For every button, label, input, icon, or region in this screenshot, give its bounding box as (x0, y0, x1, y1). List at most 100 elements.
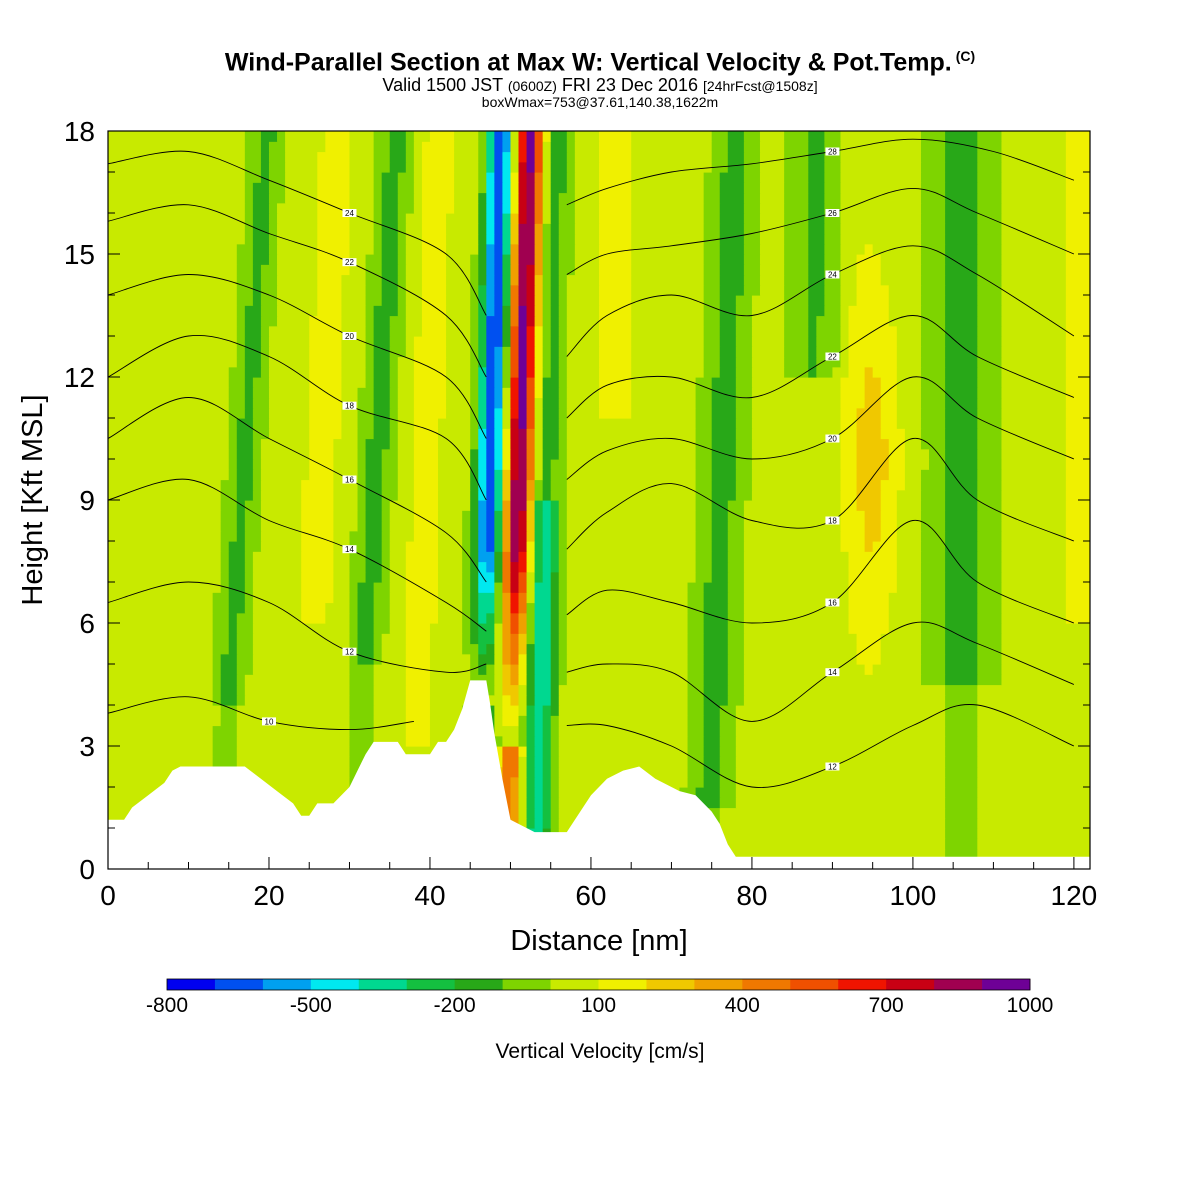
velocity-cell (494, 469, 504, 481)
velocity-cell (550, 213, 560, 224)
velocity-cell (470, 315, 479, 327)
velocity-cell (840, 182, 922, 194)
velocity-cell (526, 295, 536, 306)
velocity-cell (550, 161, 568, 173)
velocity-cell (599, 161, 632, 173)
velocity-cell (566, 438, 697, 450)
velocity-cell (526, 479, 536, 491)
velocity-cell (880, 397, 898, 409)
velocity-cell (977, 448, 1003, 460)
x-tick-label: 0 (100, 880, 116, 911)
velocity-cell (1001, 295, 1067, 306)
velocity-cell (558, 356, 568, 368)
velocity-cell (816, 346, 842, 358)
velocity-cell (719, 838, 946, 850)
velocity-cell (462, 592, 471, 604)
isentrope (566, 520, 1075, 624)
velocity-cell (687, 746, 705, 757)
velocity-cell (880, 489, 898, 501)
colorbar-swatch (742, 979, 791, 990)
velocity-cell (502, 776, 512, 788)
velocity-cell (510, 336, 520, 347)
velocity-cell (502, 459, 512, 470)
velocity-cell (808, 264, 825, 276)
title-mark: (C) (955, 48, 976, 64)
velocity-cell (824, 161, 842, 173)
velocity-cell (566, 530, 697, 542)
velocity-cell (550, 530, 560, 542)
velocity-cell (494, 182, 504, 194)
velocity-cell (478, 418, 487, 429)
velocity-cell (631, 407, 697, 419)
velocity-cell (325, 602, 351, 614)
y-tick-label: 18 (64, 116, 95, 147)
velocity-cell (108, 664, 214, 675)
velocity-cell (510, 366, 520, 378)
velocity-cell (301, 571, 334, 583)
velocity-cell (478, 264, 487, 276)
velocity-cell (977, 776, 1090, 788)
velocity-cell (719, 715, 737, 727)
velocity-cell (574, 213, 600, 224)
velocity-cell (502, 479, 512, 491)
velocity-cell (518, 141, 528, 153)
velocity-cell (486, 161, 495, 173)
velocity-cell (1001, 612, 1067, 624)
velocity-cell (977, 756, 1090, 768)
velocity-cell (695, 448, 713, 460)
velocity-cell (687, 766, 705, 778)
velocity-cell (502, 541, 512, 552)
velocity-cell (373, 653, 383, 665)
velocity-cell (486, 418, 495, 429)
velocity-cell (558, 592, 568, 604)
velocity-cell (759, 274, 785, 286)
velocity-cell (518, 192, 528, 204)
velocity-cell (558, 295, 568, 306)
velocity-cell (977, 325, 1003, 337)
velocity-cell (526, 172, 536, 183)
velocity-cell (840, 233, 922, 245)
velocity-cell (405, 623, 431, 634)
velocity-cell (856, 459, 890, 470)
velocity-cell (534, 161, 544, 173)
velocity-cell (405, 213, 423, 224)
velocity-cell (599, 366, 632, 378)
velocity-cell (486, 428, 495, 440)
velocity-cell (558, 223, 576, 235)
velocity-cell (534, 254, 544, 265)
velocity-cell (438, 438, 471, 450)
velocity-cell (438, 510, 463, 522)
velocity-cell (977, 541, 1003, 552)
isentrope (108, 150, 487, 316)
velocity-cell (856, 418, 882, 429)
velocity-cell (381, 213, 399, 224)
colorbar-swatch (406, 979, 456, 990)
velocity-cell (333, 571, 351, 583)
velocity-cell (808, 315, 817, 327)
isentrope-label: 12 (828, 763, 837, 772)
velocity-cell (977, 602, 1003, 614)
velocity-cell (341, 325, 367, 337)
velocity-cell (888, 459, 906, 470)
velocity-cell (631, 366, 705, 378)
colorbar-swatch (982, 979, 1031, 990)
velocity-cell (510, 346, 520, 358)
velocity-cell (550, 315, 560, 327)
velocity-cell (977, 787, 1090, 798)
velocity-cell (1001, 469, 1067, 481)
velocity-cell (349, 623, 359, 634)
velocity-cell (494, 500, 504, 511)
velocity-cell (494, 715, 504, 727)
velocity-cell (687, 684, 705, 696)
velocity-cell (518, 407, 528, 419)
velocity-cell (735, 489, 753, 501)
velocity-cell (309, 469, 334, 481)
velocity-cell (268, 223, 278, 235)
velocity-cell (389, 602, 407, 614)
velocity-cell (687, 694, 705, 706)
velocity-cell (108, 561, 222, 573)
velocity-cell (108, 530, 222, 542)
velocity-cell (108, 694, 214, 706)
velocity-cell (558, 571, 568, 583)
